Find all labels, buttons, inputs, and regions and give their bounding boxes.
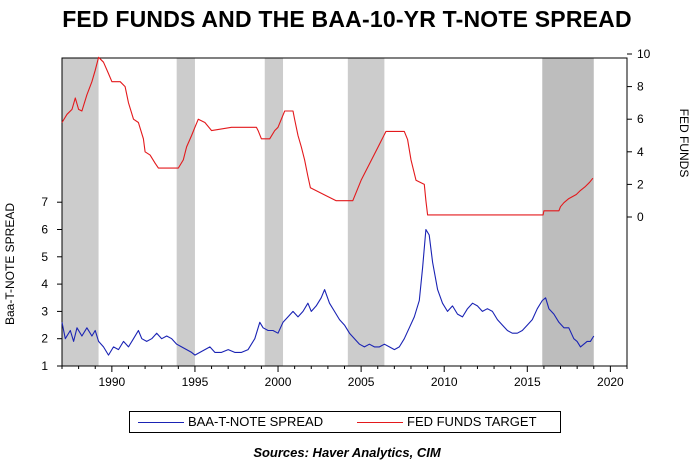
shaded-period-2 <box>176 58 195 366</box>
source-note: Sources: Haver Analytics, CIM <box>253 445 441 460</box>
x-tick-label-2020: 2020 <box>597 375 624 389</box>
left-tick-label-5: 5 <box>41 250 48 264</box>
right-tick-label-6: 6 <box>637 112 644 126</box>
recession-shading <box>62 58 594 366</box>
left-tick-label-1: 1 <box>41 359 48 373</box>
chart-title: FED FUNDS AND THE BAA-10-YR T-NOTE SPREA… <box>62 6 632 32</box>
shaded-period-4 <box>347 58 385 366</box>
left-tick-label-2: 2 <box>41 332 48 346</box>
shaded-period-3 <box>264 58 284 366</box>
right-tick-label-10: 10 <box>637 47 651 61</box>
right-tick-label-8: 8 <box>637 80 644 94</box>
x-tick-label-2005: 2005 <box>348 375 375 389</box>
right-tick-label-2: 2 <box>637 177 644 191</box>
right-tick-label-0: 0 <box>637 210 644 224</box>
legend-item-spread: BAA-T-NOTE SPREAD <box>138 414 323 429</box>
x-tick-label-1990: 1990 <box>99 375 126 389</box>
right-axis-label: FED FUNDS <box>677 109 691 178</box>
fed-funds-line <box>61 56 594 216</box>
spread-line <box>61 228 595 356</box>
right-tick-label-4: 4 <box>637 145 644 159</box>
x-tick-label-2000: 2000 <box>265 375 292 389</box>
left-axis-label: Baa-T-NOTE SPREAD <box>3 203 17 325</box>
left-tick-label-7: 7 <box>41 195 48 209</box>
axes: 1990 1995 2000 2005 2010 2015 2020 1 2 3 4 5 6 7 0 2 4 6 8… <box>41 47 650 389</box>
x-tick-label-2015: 2015 <box>514 375 541 389</box>
left-tick-label-3: 3 <box>41 304 48 318</box>
legend-label-fed-funds: FED FUNDS TARGET <box>407 414 537 429</box>
legend: BAA-T-NOTE SPREAD FED FUNDS TARGET <box>129 411 561 433</box>
x-tick-label-2010: 2010 <box>431 375 458 389</box>
shaded-period-1 <box>62 58 99 366</box>
legend-swatch-spread <box>138 422 184 424</box>
x-tick-label-1995: 1995 <box>182 375 209 389</box>
legend-label-spread: BAA-T-NOTE SPREAD <box>188 414 324 429</box>
left-tick-label-4: 4 <box>41 277 48 291</box>
shaded-period-5 <box>542 58 594 366</box>
legend-swatch-fed-funds <box>357 422 403 424</box>
series-lines <box>61 56 595 356</box>
legend-item-fed-funds: FED FUNDS TARGET <box>357 414 537 429</box>
left-tick-label-6: 6 <box>41 223 48 237</box>
